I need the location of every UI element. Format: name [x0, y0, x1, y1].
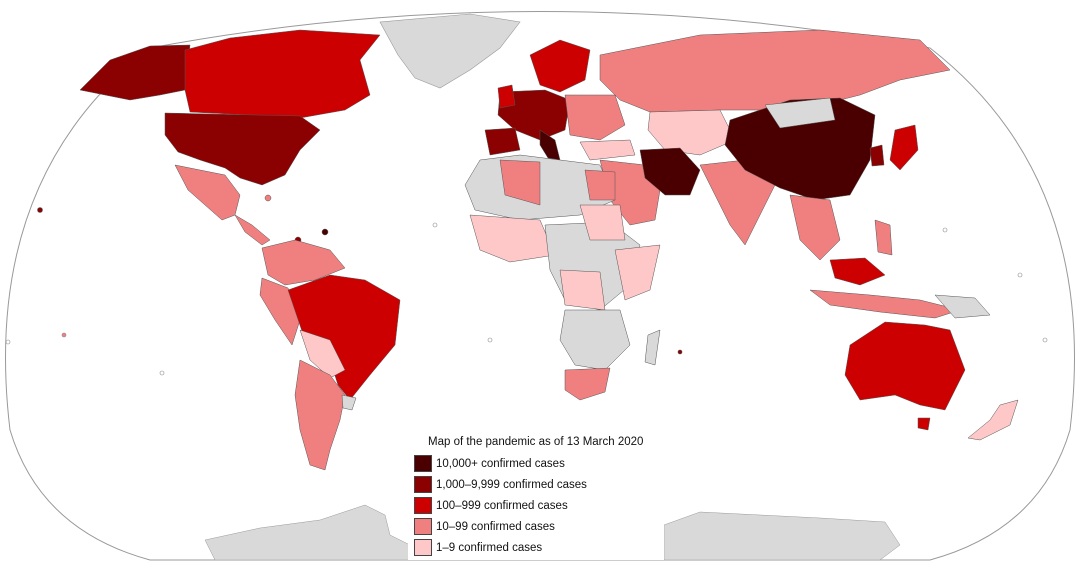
antarctica-east	[663, 511, 901, 561]
egypt	[584, 169, 616, 201]
map-legend: Map of the pandemic as of 13 March 2020 …	[408, 432, 664, 560]
legend-swatch	[414, 455, 432, 472]
uruguay	[341, 394, 357, 411]
greenland	[379, 13, 521, 89]
legend-swatch	[414, 539, 432, 556]
bolivia-paraguay	[299, 329, 346, 379]
tasmania	[917, 417, 931, 431]
central-asia	[647, 109, 736, 156]
island-marker	[61, 332, 67, 338]
madagascar	[644, 329, 661, 366]
argentina-chile	[294, 359, 346, 471]
canada	[184, 29, 381, 119]
legend-item-1000-9999: 1,000–9,999 confirmed cases	[414, 474, 664, 495]
west-africa	[469, 214, 556, 263]
western-europe	[497, 89, 571, 141]
island-marker	[37, 207, 43, 213]
mongolia	[764, 97, 836, 129]
island-marker	[677, 349, 683, 355]
legend-label: 10,000+ confirmed cases	[436, 457, 565, 470]
caribbean-island	[321, 228, 329, 236]
legend-item-10-99: 10–99 confirmed cases	[414, 516, 664, 537]
island-marker	[432, 222, 438, 228]
legend-swatch	[414, 476, 432, 493]
legend-label: 1,000–9,999 confirmed cases	[436, 478, 587, 491]
usa	[164, 112, 321, 186]
legend-swatch	[414, 518, 432, 535]
legend-title: Map of the pandemic as of 13 March 2020	[428, 436, 644, 448]
australia	[844, 321, 966, 411]
sudan	[579, 204, 626, 241]
map-frame	[5, 11, 1075, 561]
island-marker	[5, 339, 11, 345]
turkey	[579, 139, 636, 161]
caribbean-island	[264, 194, 272, 202]
alaska	[79, 44, 191, 101]
new-guinea	[934, 294, 991, 319]
congo	[559, 269, 606, 311]
island-marker	[1042, 337, 1048, 343]
island-marker	[1017, 272, 1023, 278]
legend-item-10000-plus: 10,000+ confirmed cases	[414, 453, 664, 474]
east-africa	[614, 244, 661, 301]
scandinavia	[529, 39, 591, 93]
new-zealand	[967, 399, 1019, 441]
mexico	[174, 164, 241, 221]
indonesia	[809, 289, 961, 319]
south-korea	[869, 144, 885, 167]
legend-label: 1–9 confirmed cases	[436, 541, 543, 554]
legend-label: 10–99 confirmed cases	[436, 520, 555, 533]
island-marker	[487, 337, 493, 343]
south-africa	[564, 367, 611, 401]
japan	[889, 124, 919, 171]
eastern-europe	[564, 94, 626, 141]
legend-item-1-9: 1–9 confirmed cases	[414, 537, 664, 558]
southeast-asia	[789, 194, 841, 261]
philippines	[874, 219, 893, 256]
antarctica-west	[204, 504, 411, 561]
legend-item-100-999: 100–999 confirmed cases	[414, 495, 664, 516]
uk	[497, 84, 516, 109]
colombia-venezuela	[261, 239, 346, 286]
iberia	[484, 127, 521, 156]
island-marker	[159, 370, 165, 376]
legend-label: 100–999 confirmed cases	[436, 499, 568, 512]
southern-africa	[559, 309, 631, 371]
island-marker	[942, 227, 948, 233]
russia	[599, 29, 951, 113]
algeria	[499, 159, 541, 206]
malaysia	[829, 257, 886, 286]
legend-swatch	[414, 497, 432, 514]
central-america	[234, 214, 271, 246]
iran	[639, 147, 701, 196]
